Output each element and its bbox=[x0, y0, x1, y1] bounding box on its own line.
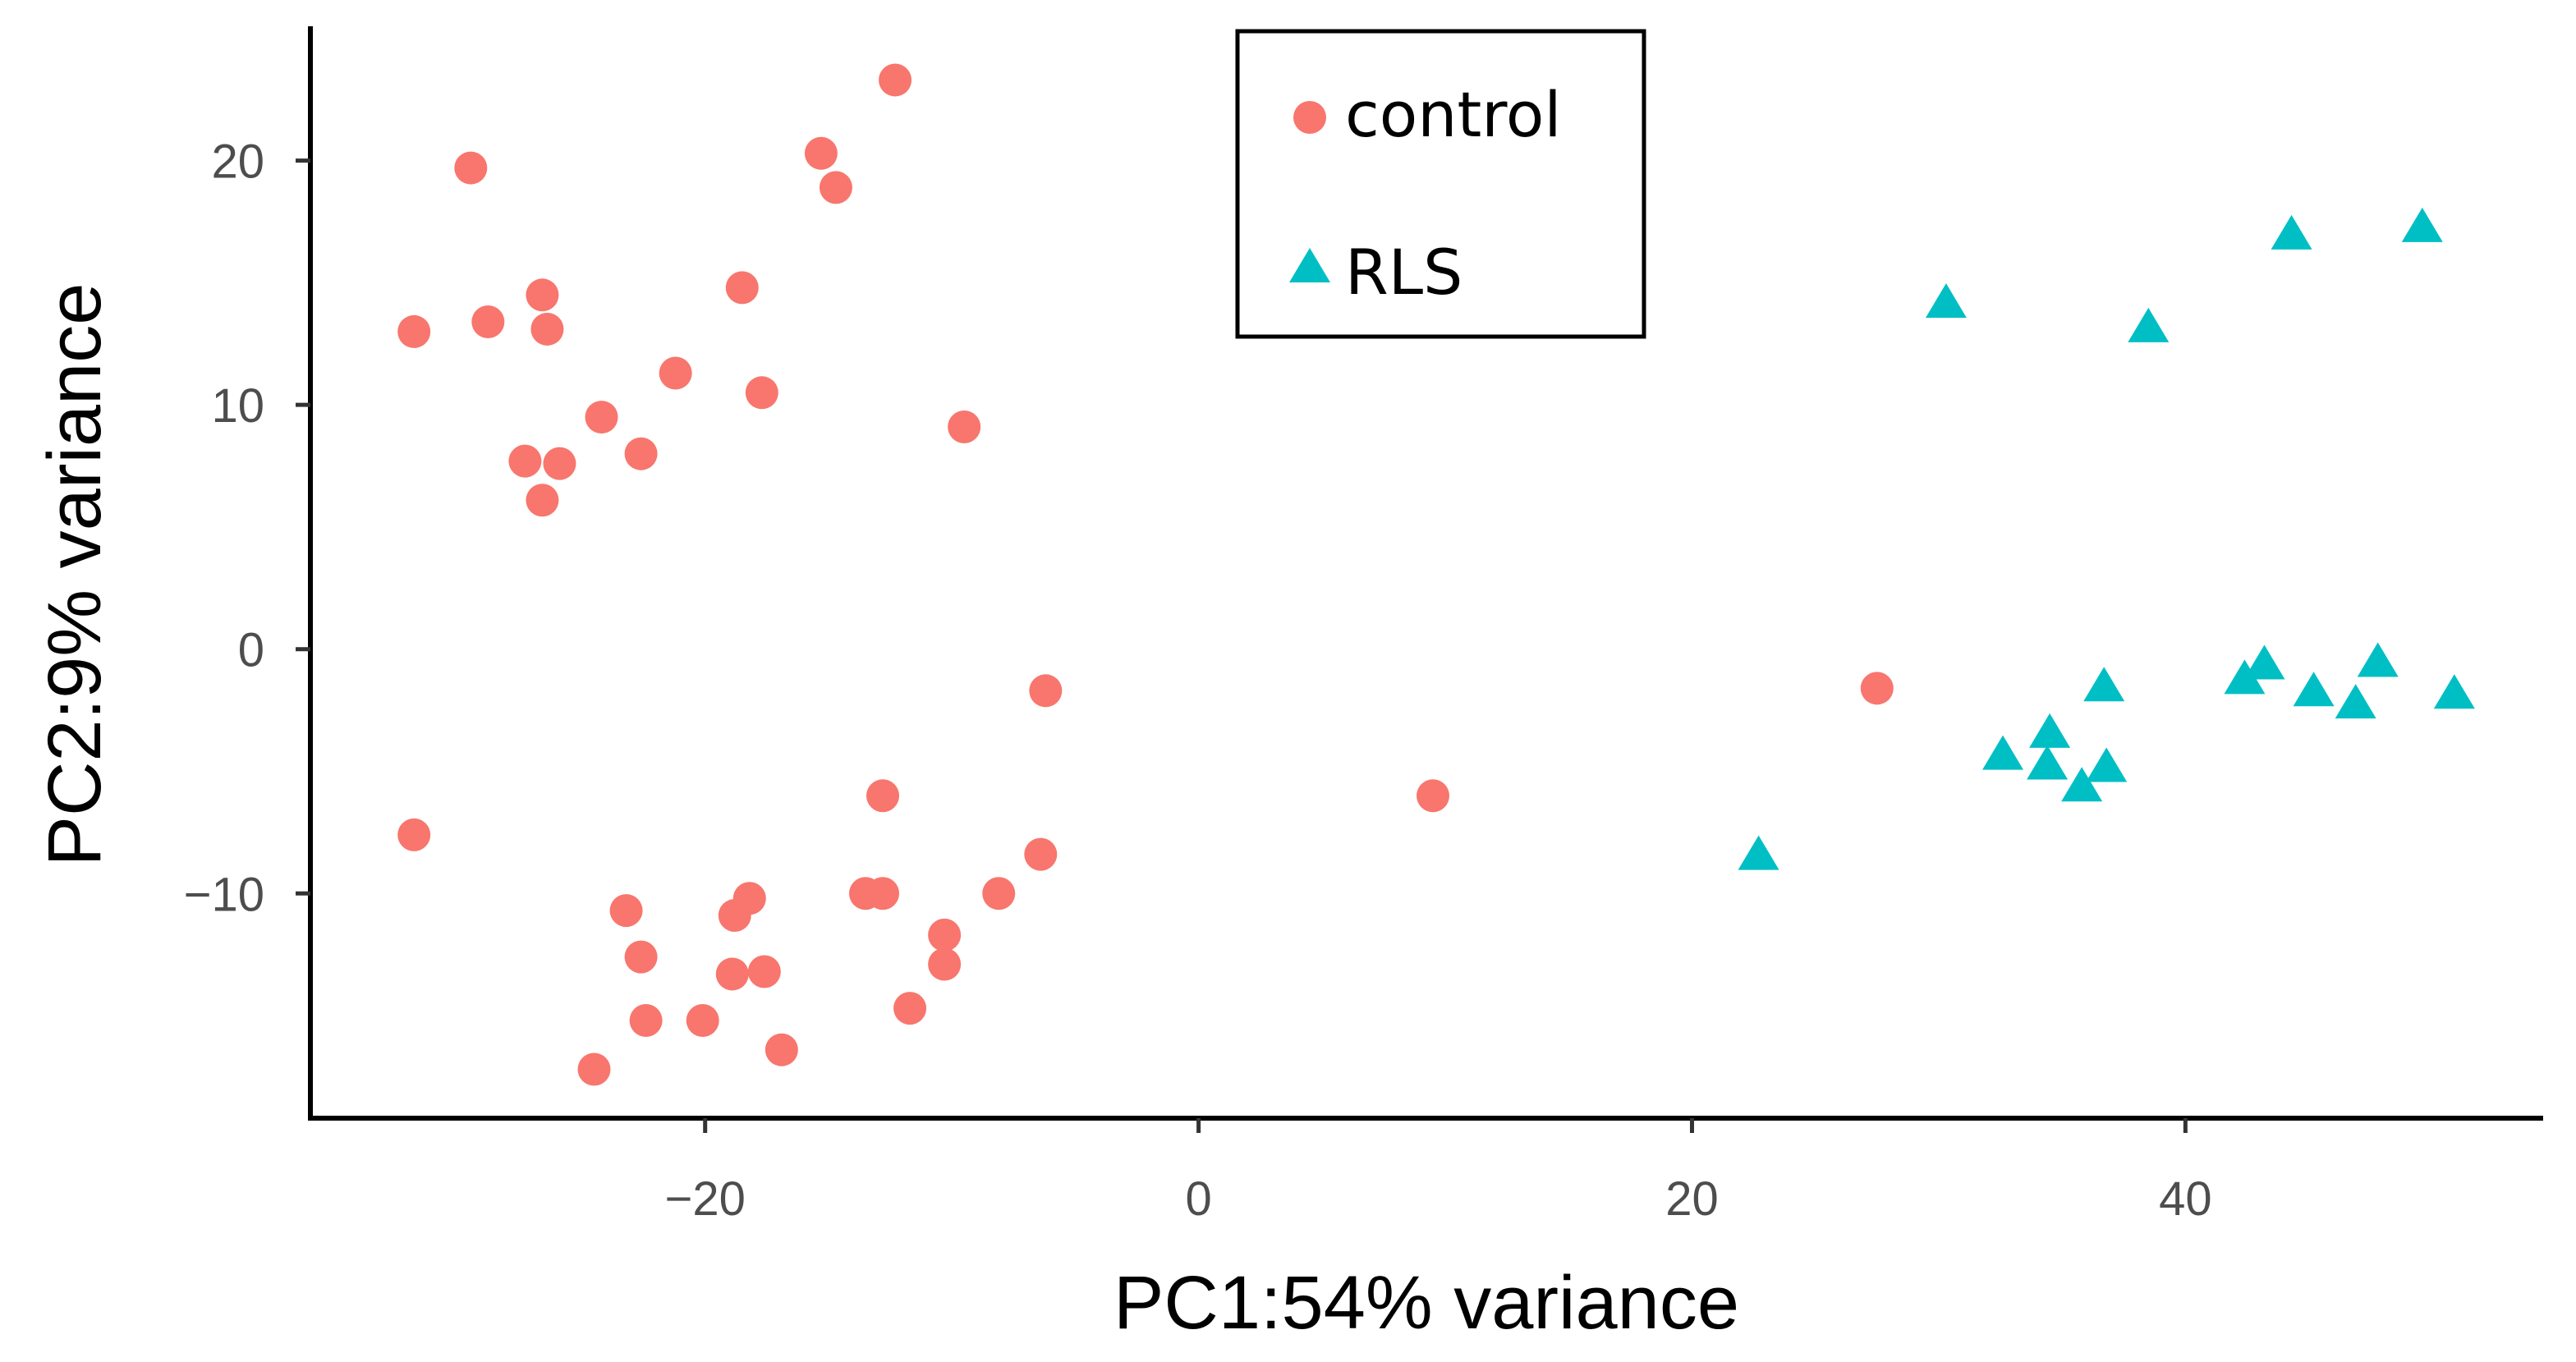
control-point bbox=[765, 1033, 798, 1066]
control-point bbox=[982, 877, 1016, 910]
rls-point bbox=[2271, 214, 2312, 250]
control-point bbox=[866, 779, 900, 813]
y-tick-label: −10 bbox=[184, 868, 264, 921]
control-point bbox=[866, 877, 900, 910]
control-point bbox=[747, 955, 781, 988]
x-tick-label: 0 bbox=[1185, 1172, 1211, 1226]
control-point bbox=[1417, 779, 1450, 813]
rls-point bbox=[2357, 642, 2399, 677]
rls-point bbox=[1982, 735, 2024, 770]
rls-point bbox=[2086, 747, 2128, 782]
control-point bbox=[659, 356, 692, 390]
legend-box bbox=[1235, 29, 1646, 339]
control-point bbox=[471, 305, 505, 339]
y-tick-label: 20 bbox=[211, 135, 264, 189]
control-point bbox=[624, 437, 658, 470]
y-axis-ticks: −10 0 10 20 bbox=[184, 135, 310, 921]
rls-point bbox=[1738, 835, 1779, 870]
control-point bbox=[928, 947, 962, 981]
rls-point bbox=[2243, 644, 2285, 680]
control-point bbox=[1029, 674, 1063, 708]
legend-control-marker bbox=[1293, 101, 1326, 134]
x-tick-label: 20 bbox=[1665, 1172, 1719, 1226]
control-point bbox=[526, 278, 559, 312]
control-point bbox=[585, 401, 618, 434]
control-point bbox=[609, 894, 643, 928]
control-point bbox=[1860, 672, 1894, 705]
rls-point bbox=[2029, 713, 2071, 748]
rls-point bbox=[1925, 283, 1967, 319]
control-point bbox=[543, 447, 576, 480]
control-point bbox=[624, 940, 658, 974]
control-point bbox=[454, 151, 488, 185]
y-tick-label: 10 bbox=[211, 379, 264, 433]
control-point bbox=[397, 818, 431, 851]
x-tick-label: −20 bbox=[665, 1172, 746, 1226]
control-point bbox=[530, 312, 564, 346]
control-point bbox=[577, 1052, 611, 1086]
control-point bbox=[629, 1003, 663, 1037]
y-tick-label: 0 bbox=[238, 624, 264, 677]
control-point bbox=[745, 376, 778, 410]
x-axis-ticks: −20 0 20 40 bbox=[665, 1118, 2212, 1226]
control-point bbox=[508, 444, 542, 478]
rls-point bbox=[2401, 207, 2443, 242]
rls-point bbox=[2061, 767, 2103, 802]
legend: control RLS bbox=[1235, 29, 1646, 339]
control-point bbox=[893, 992, 927, 1025]
control-point bbox=[804, 136, 838, 170]
rls-point bbox=[2293, 672, 2335, 707]
control-point bbox=[879, 63, 912, 97]
control-point bbox=[526, 484, 559, 517]
control-point bbox=[948, 410, 981, 443]
control-point bbox=[715, 957, 749, 991]
rls-point bbox=[2335, 684, 2376, 719]
control-point bbox=[397, 314, 431, 348]
rls-point bbox=[2128, 307, 2170, 342]
rls-point bbox=[2433, 674, 2475, 709]
data-points bbox=[397, 63, 2475, 1086]
control-point bbox=[686, 1003, 719, 1037]
rls-point bbox=[2027, 745, 2069, 780]
x-axis-title: PC1:54% variance bbox=[1114, 1261, 1739, 1345]
rls-point bbox=[2224, 659, 2266, 695]
legend-control-label: control bbox=[1345, 78, 1561, 151]
control-point bbox=[718, 899, 751, 933]
legend-rls-marker bbox=[1289, 248, 1330, 282]
rls-point bbox=[2083, 667, 2125, 702]
control-point bbox=[928, 918, 962, 952]
control-point bbox=[725, 271, 759, 305]
legend-rls-label: RLS bbox=[1345, 236, 1462, 309]
control-point bbox=[1024, 837, 1058, 871]
control-point bbox=[819, 171, 852, 204]
y-axis-title: PC2:9% variance bbox=[33, 283, 117, 867]
x-tick-label: 40 bbox=[2159, 1172, 2212, 1226]
